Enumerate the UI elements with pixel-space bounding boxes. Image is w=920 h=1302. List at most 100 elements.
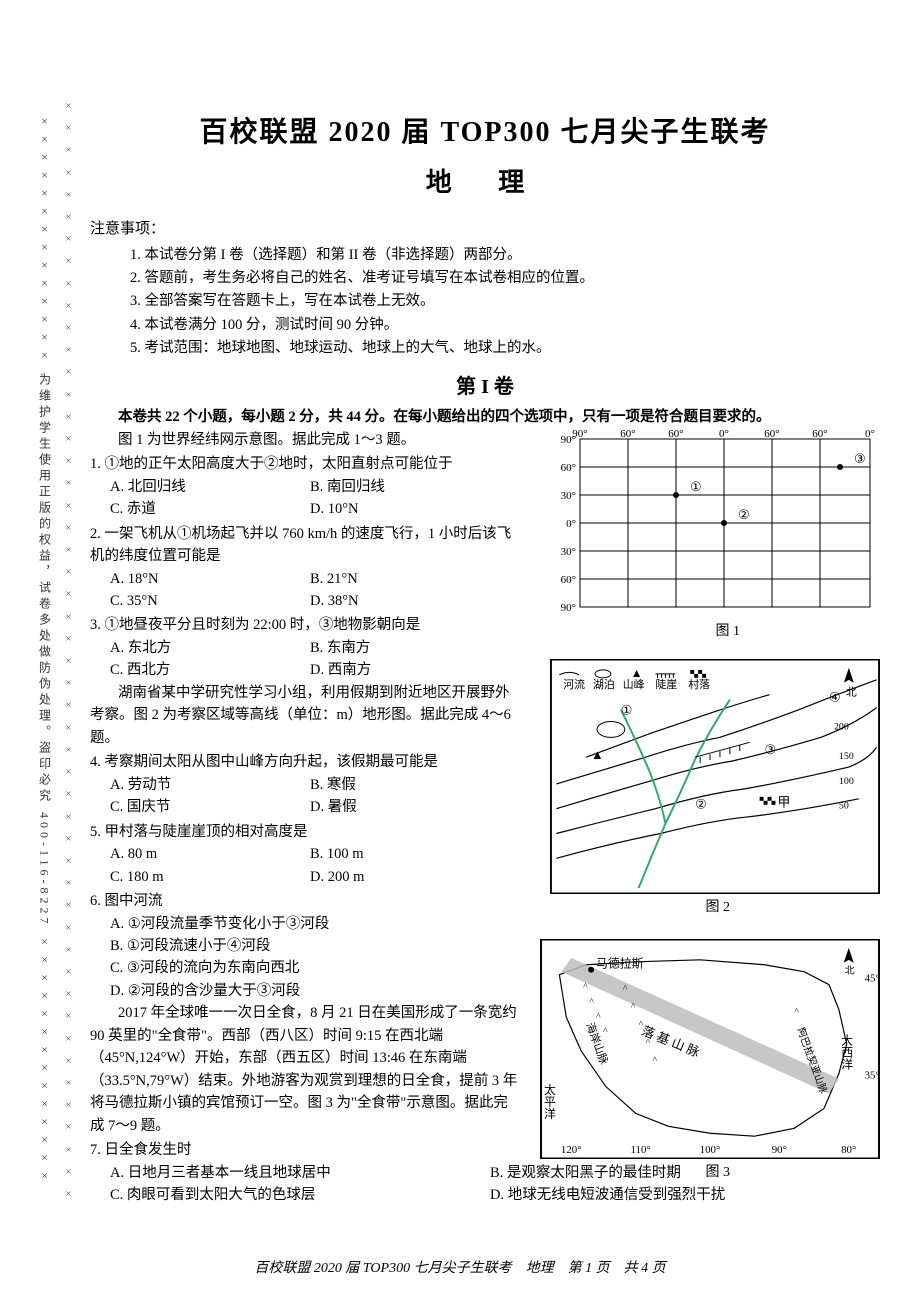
svg-text:60°: 60° — [668, 429, 683, 440]
svg-text:山峰: 山峰 — [623, 677, 645, 690]
part1-intro: 本卷共 22 个小题，每小题 2 分，共 44 分。在每小题给出的四个选项中，只… — [90, 407, 880, 429]
svg-text:0°: 0° — [566, 518, 576, 530]
q1-stem: 1. ①地的正午太阳高度大于②地时，太阳直射点可能位于 — [90, 453, 520, 475]
svg-text:③: ③ — [765, 743, 777, 757]
fig1-caption: 图 1 — [716, 621, 741, 643]
q2-stem: 2. 一架飞机从①机场起飞并以 760 km/h 的速度飞行，1 小时后该飞机的… — [90, 523, 520, 568]
notice-list: 1. 本试卷分第 I 卷（选择题）和第 II 卷（非选择题）两部分。 2. 答题… — [130, 244, 880, 360]
q6-stem: 6. 图中河流 — [90, 890, 520, 912]
svg-text:①: ① — [621, 703, 633, 717]
q6-opt-d: D. ②河段的含沙量大于③河段 — [110, 980, 510, 1002]
content-zone: 90° 60° 60° 0° 60° 60° 0° 90° 60° 30° 0°… — [90, 429, 880, 1207]
q4-opt-b: B. 寒假 — [310, 774, 510, 796]
main-content: 百校联盟 2020 届 TOP300 七月尖子生联考 地 理 注意事项： 1. … — [90, 110, 880, 1207]
notice-item: 5. 考试范围：地球地图、地球运动、地球上的大气、地球上的水。 — [130, 337, 880, 360]
svg-text:120°: 120° — [561, 1144, 582, 1156]
notice-item: 2. 答题前，考生务必将自己的姓名、准考证号填写在本试卷相应的位置。 — [130, 267, 880, 290]
q5-opt-a: A. 80 m — [110, 843, 310, 865]
svg-text:^: ^ — [653, 1055, 658, 1066]
svg-text:80°: 80° — [841, 1144, 856, 1156]
q6-opt-a: A. ①河段流量季节变化小于③河段 — [110, 913, 510, 935]
svg-text:②: ② — [695, 797, 707, 811]
svg-text:60°: 60° — [561, 574, 576, 586]
svg-text:②: ② — [738, 507, 750, 522]
svg-text:^: ^ — [623, 983, 628, 994]
svg-text:④: ④ — [829, 690, 841, 704]
subject-title: 地 理 — [90, 162, 880, 199]
svg-text:村落: 村落 — [688, 676, 710, 690]
q5-opt-b: B. 100 m — [310, 843, 510, 865]
part1-title: 第 I 卷 — [90, 370, 880, 399]
svg-text:60°: 60° — [812, 429, 827, 440]
svg-text:100°: 100° — [700, 1144, 721, 1156]
q3-opt-a: A. 东北方 — [110, 637, 310, 659]
q4-opt-a: A. 劳动节 — [110, 774, 310, 796]
notice-title: 注意事项： — [90, 217, 880, 238]
gutter-text: ×××××××××××××× 为维护学生使用正版的权益，试卷多处做防伪处理。盗印… — [30, 100, 60, 1200]
svg-text:大西洋: 大西洋 — [840, 1033, 854, 1069]
svg-text:100: 100 — [839, 776, 854, 787]
svg-text:①: ① — [690, 479, 702, 494]
q3-opt-b: B. 东南方 — [310, 637, 510, 659]
svg-text:③: ③ — [854, 451, 866, 466]
q7-opt-b: B. 是观察太阳黑子的最佳时期 — [490, 1162, 870, 1184]
q2-opt-b: B. 21°N — [310, 568, 510, 590]
page-footer: 百校联盟 2020 届 TOP300 七月尖子生联考 地理 第 1 页 共 4 … — [0, 1257, 920, 1277]
q4-opt-d: D. 暑假 — [310, 796, 510, 818]
q7-opt-d: D. 地球无线电短波通信受到强烈干扰 — [490, 1184, 870, 1206]
fig2-caption: 图 2 — [706, 897, 731, 919]
q5-opt-d: D. 200 m — [310, 866, 510, 888]
q1-opt-a: A. 北回归线 — [110, 476, 310, 498]
svg-text:马德拉斯: 马德拉斯 — [596, 956, 644, 970]
svg-text:^: ^ — [631, 1001, 636, 1012]
q5-stem: 5. 甲村落与陡崖崖顶的相对高度是 — [90, 821, 520, 843]
svg-text:150: 150 — [839, 751, 854, 762]
notice-item: 4. 本试卷满分 100 分，测试时间 90 分钟。 — [130, 314, 880, 337]
q7-opt-c: C. 肉眼可看到太阳大气的色球层 — [110, 1184, 490, 1206]
svg-text:甲: 甲 — [777, 795, 790, 809]
svg-text:太平洋: 太平洋 — [542, 1083, 556, 1119]
svg-text:200: 200 — [834, 721, 849, 732]
svg-text:北: 北 — [845, 964, 855, 976]
exam-title: 百校联盟 2020 届 TOP300 七月尖子生联考 — [90, 110, 880, 150]
svg-text:^: ^ — [794, 1006, 799, 1017]
q3-opt-d: D. 西南方 — [310, 659, 510, 681]
q5-opt-c: C. 180 m — [110, 866, 310, 888]
svg-text:50: 50 — [839, 800, 849, 811]
svg-text:^: ^ — [583, 981, 588, 992]
svg-text:陡崖: 陡崖 — [656, 677, 678, 690]
figure-1: 90° 60° 60° 0° 60° 60° 0° 90° 60° 30° 0°… — [550, 429, 880, 619]
svg-text:湖泊: 湖泊 — [593, 677, 615, 690]
figure-3: 120° 110° 100° 90° 80° 45° 35° ^^^^ ^^^^… — [540, 939, 880, 1159]
svg-text:90°: 90° — [561, 602, 576, 614]
passage-1: 图 1 为世界经纬网示意图。据此完成 1～3 题。 — [90, 429, 520, 451]
q4-stem: 4. 考察期间太阳从图中山峰方向升起，该假期最可能是 — [90, 751, 520, 773]
svg-text:60°: 60° — [561, 462, 576, 474]
q1-opt-d: D. 10°N — [310, 498, 510, 520]
svg-text:^: ^ — [589, 996, 594, 1007]
svg-text:45°: 45° — [865, 972, 880, 984]
svg-text:▲: ▲ — [591, 748, 604, 762]
svg-text:▲: ▲ — [631, 666, 643, 680]
svg-text:河流: 河流 — [563, 676, 585, 690]
q1-opt-b: B. 南回归线 — [310, 476, 510, 498]
svg-text:60°: 60° — [620, 429, 635, 440]
notice-item: 3. 全部答案写在答题卡上，写在本试卷上无效。 — [130, 290, 880, 313]
fig3-caption: 图 3 — [706, 1162, 731, 1184]
passage-3: 2017 年全球唯一一次日全食，8 月 21 日在美国形成了一条宽约 90 英里… — [90, 1002, 520, 1137]
svg-text:90°: 90° — [561, 434, 576, 446]
notice-item: 1. 本试卷分第 I 卷（选择题）和第 II 卷（非选择题）两部分。 — [130, 244, 880, 267]
q7-opt-a: A. 日地月三者基本一线且地球居中 — [110, 1162, 490, 1184]
svg-text:^: ^ — [596, 1011, 601, 1022]
svg-text:35°: 35° — [865, 1069, 880, 1081]
svg-text:0°: 0° — [865, 429, 875, 440]
q3-stem: 3. ①地昼夜平分且时刻为 22:00 时，③地物影朝向是 — [90, 614, 520, 636]
q6-opt-c: C. ③河段的流向为东南向西北 — [110, 957, 510, 979]
q4-opt-c: C. 国庆节 — [110, 796, 310, 818]
svg-text:60°: 60° — [764, 429, 779, 440]
svg-text:110°: 110° — [630, 1144, 650, 1156]
svg-text:90°: 90° — [772, 1144, 787, 1156]
q2-opt-d: D. 38°N — [310, 590, 510, 612]
q3-opt-c: C. 西北方 — [110, 659, 310, 681]
q2-opt-a: A. 18°N — [110, 568, 310, 590]
